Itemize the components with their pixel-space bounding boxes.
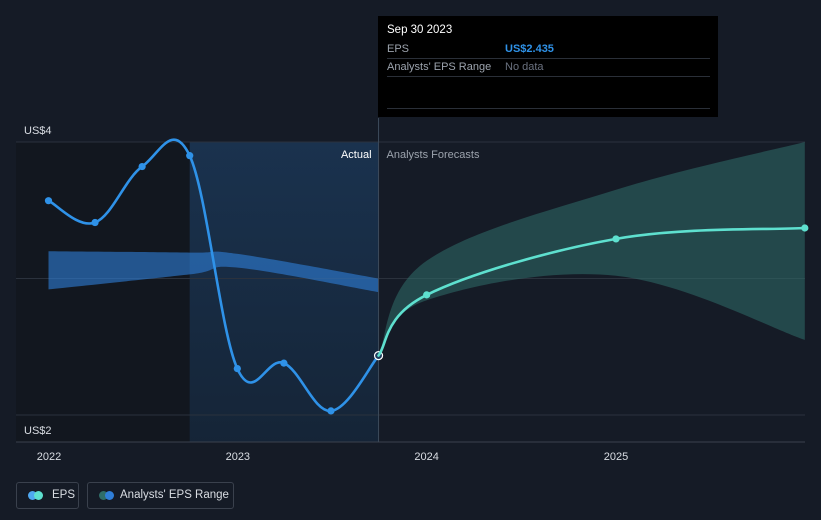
tooltip-eps-label: EPS <box>387 43 410 55</box>
eps-point <box>327 407 335 415</box>
hover-tooltip: Sep 30 2023 EPS US$2.435 Analysts' EPS R… <box>378 16 718 117</box>
x-tick-label: 2023 <box>226 451 250 463</box>
tooltip-eps-value: US$2.435 <box>505 43 554 55</box>
eps-forecast-line <box>377 226 807 357</box>
eps-point <box>91 218 99 227</box>
eps-forecast-point <box>612 235 620 243</box>
eps-forecast-point <box>801 224 809 232</box>
legend-eps-swatch-icon <box>28 491 37 500</box>
eps-point <box>233 364 241 373</box>
y-tick-label: US$4 <box>24 125 52 137</box>
past-range-area <box>48 251 379 293</box>
tooltip-range-label: Analysts' EPS Range <box>387 61 492 73</box>
eps-point <box>280 359 288 367</box>
actual-shade-region <box>189 142 379 442</box>
legend-range-label: Analysts' EPS Range <box>120 489 229 501</box>
eps-point <box>44 197 53 205</box>
tooltip-divider <box>387 108 710 109</box>
eps-forecast-point <box>423 291 431 299</box>
legend-eps-swatch-forecast-icon <box>34 491 43 500</box>
x-tick-label: 2024 <box>414 451 438 463</box>
legend-eps-button[interactable]: EPS <box>16 482 79 509</box>
actual-region-label: Actual <box>341 149 372 161</box>
legend-range-swatch-past-icon <box>105 491 114 500</box>
forecast-range-area <box>378 142 805 356</box>
tooltip-date: Sep 30 2023 <box>387 24 453 36</box>
tooltip-range-row: Analysts' EPS Range No data <box>387 59 710 77</box>
eps-point <box>138 162 146 171</box>
legend-eps-label: EPS <box>52 489 76 501</box>
legend-range-swatch-icon <box>99 491 108 500</box>
tooltip-range-value: No data <box>505 61 544 73</box>
eps-line <box>47 138 380 413</box>
eps-point <box>186 152 194 160</box>
y-tick-label: US$2 <box>24 425 52 437</box>
forecast-region-label: Analysts Forecasts <box>387 149 480 161</box>
x-tick-label: 2022 <box>37 451 61 463</box>
legend-range-button[interactable]: Analysts' EPS Range <box>87 482 234 509</box>
x-tick-label: 2025 <box>604 451 628 463</box>
tooltip-eps-row: EPS US$2.435 <box>387 41 710 59</box>
history-shade-region <box>16 142 190 442</box>
